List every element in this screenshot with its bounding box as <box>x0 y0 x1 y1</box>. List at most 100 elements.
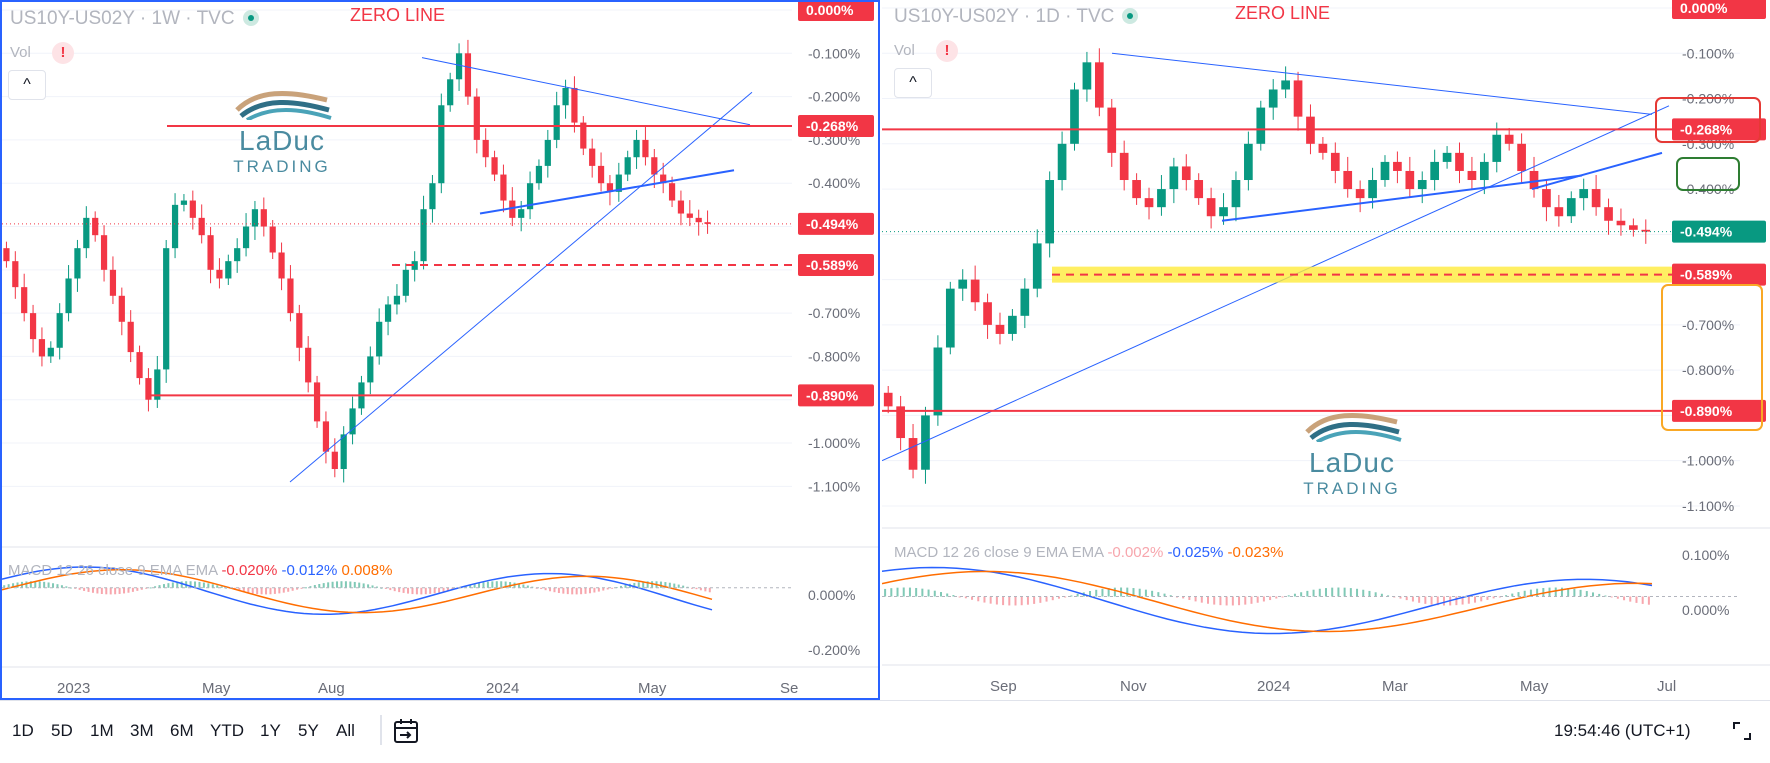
candle-body <box>1579 189 1589 199</box>
macd-histogram-bar <box>220 586 223 588</box>
macd-histogram-bar <box>167 583 170 588</box>
macd-histogram-bar <box>1505 595 1508 597</box>
calendar-goto-icon[interactable] <box>392 717 420 745</box>
macd-histogram-bar <box>1641 596 1644 604</box>
candle-body <box>1641 229 1651 232</box>
right-macd-legend[interactable]: MACD 12 26 close 9 EMA EMA -0.002% -0.02… <box>894 544 1283 561</box>
right-vol-label[interactable]: Vol <box>894 42 915 59</box>
macd-histogram-bar <box>105 587 108 595</box>
macd-histogram-bar <box>393 587 396 592</box>
macd-histogram-bar <box>921 588 924 597</box>
macd-histogram-bar <box>291 587 294 591</box>
left-macd-legend[interactable]: MACD 12 26 close 9 EMA EMA -0.020% -0.01… <box>8 562 392 579</box>
macd-histogram-bar <box>1374 592 1377 597</box>
candle-body <box>349 408 356 435</box>
range-6m-button[interactable]: 6M <box>170 721 194 740</box>
macd-histogram-bar <box>47 582 50 588</box>
macd-histogram-bar <box>1598 593 1601 597</box>
candle-body <box>562 87 569 106</box>
time-axis-tick: May <box>638 680 667 697</box>
macd-histogram-bar <box>509 582 512 588</box>
left-symbol-header[interactable]: US10Y-US02Y · 1W · TVC <box>10 8 259 30</box>
right-chart-canvas[interactable]: -0.100%-0.200%-0.300%-0.400%-0.700%-0.80… <box>881 0 1770 700</box>
macd-histogram-bar <box>1616 596 1619 599</box>
macd-histogram-bar <box>611 587 614 589</box>
right-symbol-label: US10Y-US02Y · 1D · TVC <box>894 6 1115 27</box>
candle-body <box>1206 198 1216 217</box>
candle-body <box>313 382 321 422</box>
macd-histogram-bar <box>29 581 32 588</box>
price-label-text: -0.494% <box>1680 224 1733 240</box>
annotation-box <box>1655 97 1761 143</box>
range-1d-button[interactable]: 1D <box>12 721 34 740</box>
macd-histogram-bar <box>56 584 59 588</box>
candle-body <box>1591 189 1601 208</box>
left-vol-label[interactable]: Vol <box>10 44 31 61</box>
right-collapse-button[interactable]: ^ <box>894 68 932 98</box>
macd-histogram-bar <box>131 587 134 592</box>
candle-body <box>29 313 37 340</box>
time-axis-tick: Nov <box>1120 678 1147 695</box>
candle-body <box>1070 89 1079 144</box>
bottom-toolbar: 1D 5D 1M 3M 6M YTD 1Y 5Y All 19:54:46 (U… <box>0 700 1770 763</box>
price-label-badge <box>798 115 874 138</box>
left-collapse-button[interactable]: ^ <box>8 70 46 100</box>
macd-histogram-bar <box>642 581 645 588</box>
right-symbol-header[interactable]: US10Y-US02Y · 1D · TVC <box>894 6 1139 28</box>
macd-histogram-bar <box>1064 596 1067 598</box>
left-chart-pane[interactable]: -0.100%-0.200%-0.300%-0.400%-0.600%-0.70… <box>0 0 880 700</box>
right-warning-icon[interactable]: ! <box>936 40 958 62</box>
macd-histogram-bar <box>682 585 685 588</box>
fullscreen-icon[interactable] <box>1730 719 1754 743</box>
macd-histogram-bar <box>207 583 210 588</box>
macd-histogram-bar <box>313 585 316 588</box>
price-label-text: -0.589% <box>1680 267 1733 283</box>
macd-histogram-bar <box>1213 596 1216 605</box>
macd-histogram-bar <box>87 587 90 592</box>
left-chart-canvas[interactable]: -0.100%-0.200%-0.300%-0.400%-0.600%-0.70… <box>1 0 878 698</box>
left-laduc-logo: LaDuc TRADING <box>227 80 337 177</box>
macd-histogram-bar <box>633 582 636 588</box>
macd-signal-value: 0.008% <box>341 562 393 579</box>
left-warning-icon[interactable]: ! <box>52 42 74 64</box>
macd-histogram-bar <box>34 581 37 588</box>
macd-histogram-bar <box>593 587 596 593</box>
candle-body <box>1020 288 1030 316</box>
macd-histogram-bar <box>1033 596 1036 604</box>
macd-line <box>881 566 1653 635</box>
range-1m-button[interactable]: 1M <box>90 721 114 740</box>
price-axis-tick: -0.700% <box>808 305 860 321</box>
price-label-badge <box>1672 399 1766 422</box>
macd-histogram-bar <box>358 582 361 588</box>
price-label-badge <box>798 212 874 235</box>
candle-body <box>1144 198 1154 208</box>
time-axis-tick: Sep <box>990 678 1017 695</box>
macd-histogram-bar <box>1337 587 1340 597</box>
clock-timezone[interactable]: 19:54:46 (UTC+1) <box>1554 721 1691 740</box>
range-3m-button[interactable]: 3M <box>130 721 154 740</box>
macd-histogram-bar <box>989 596 992 604</box>
candle-body <box>1268 89 1278 108</box>
range-1y-button[interactable]: 1Y <box>260 721 281 740</box>
annotation-box <box>1661 284 1763 431</box>
right-chart-pane[interactable]: -0.100% -0.200% -0.300% -0.400% -0.700% -0.80… <box>881 0 1770 700</box>
candle-body <box>1442 152 1452 162</box>
candle-body <box>278 252 285 279</box>
range-5d-button[interactable]: 5D <box>51 721 73 740</box>
macd-histogram-bar <box>420 587 423 595</box>
macd-histogram-bar <box>1411 596 1414 602</box>
trend-line <box>881 105 1670 462</box>
macd-histogram-bar <box>1250 596 1253 604</box>
macd-histogram-bar <box>411 587 414 595</box>
macd-histogram-bar <box>154 586 157 588</box>
macd-histogram-bar <box>1387 595 1390 597</box>
candle-body <box>958 279 968 289</box>
macd-histogram-bar <box>668 582 671 588</box>
range-ytd-button[interactable]: YTD <box>210 721 244 740</box>
candle-body <box>535 165 543 184</box>
macd-histogram-bar <box>1089 591 1092 597</box>
macd-histogram-bar <box>384 587 387 589</box>
range-all-button[interactable]: All <box>336 721 355 740</box>
candle-body <box>983 302 992 325</box>
range-5y-button[interactable]: 5Y <box>298 721 319 740</box>
